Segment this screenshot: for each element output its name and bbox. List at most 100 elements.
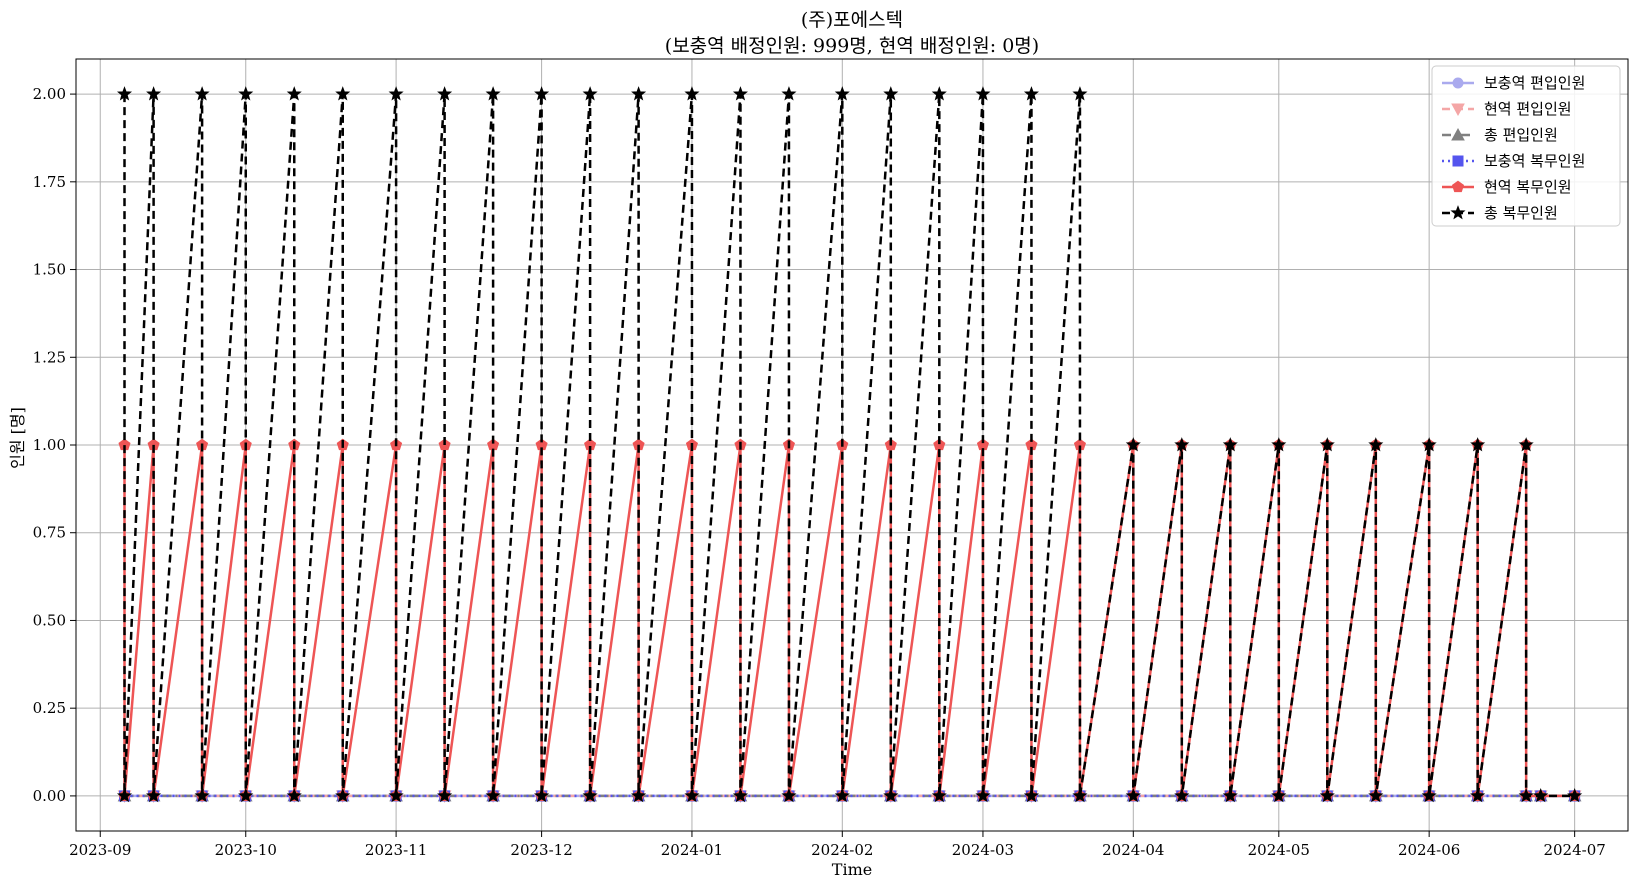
legend-swatch-marker	[1451, 180, 1465, 193]
data-point	[146, 787, 162, 803]
data-point	[1174, 787, 1190, 803]
x-tick-label: 2023-12	[510, 841, 572, 859]
data-point	[975, 787, 991, 803]
y-tick-label: 1.00	[33, 436, 66, 454]
grid	[76, 59, 1628, 831]
y-tick-label: 0.75	[33, 524, 66, 542]
data-point	[781, 86, 797, 101]
data-point	[1421, 437, 1437, 452]
data-point	[1368, 437, 1384, 452]
data-point	[194, 787, 210, 803]
x-tick-label: 2023-09	[69, 841, 131, 859]
y-tick-label: 0.00	[33, 787, 66, 805]
data-point	[146, 86, 162, 101]
chart-title: (주)포에스텍	[801, 9, 903, 31]
y-tick-label: 1.75	[33, 173, 66, 191]
x-tick-label: 2024-07	[1543, 841, 1605, 859]
x-tick-label: 2024-02	[811, 841, 873, 859]
data-point	[582, 787, 598, 803]
data-point	[116, 86, 133, 101]
x-axis: 2023-09 2023-10 2023-11 2023-12 2024-01 2024-…	[69, 831, 1606, 859]
data-point	[194, 86, 210, 101]
data-point	[834, 787, 850, 803]
data-point	[931, 86, 947, 101]
data-point	[1533, 787, 1549, 803]
legend-item: 보충역 편입인원	[1442, 74, 1585, 92]
data-point	[732, 787, 748, 803]
y-tick-label: 0.25	[33, 699, 66, 717]
legend-item: 총 복무인원	[1442, 204, 1558, 222]
legend-label: 보충역 편입인원	[1484, 74, 1585, 92]
data-point	[534, 86, 550, 101]
legend-swatch-marker	[1452, 77, 1464, 89]
x-tick-label: 2023-10	[215, 841, 277, 859]
legend-label: 현역 편입인원	[1484, 100, 1572, 118]
data-point	[388, 86, 404, 101]
data-point	[1072, 787, 1088, 803]
data-point	[1023, 86, 1039, 101]
data-point	[1319, 787, 1335, 803]
legend-label: 보충역 복무인원	[1484, 152, 1585, 170]
y-axis: 0.00 0.25 0.50 0.75 1.00 1.25 1.50 1.75 2.00	[33, 85, 76, 805]
data-point	[1319, 437, 1335, 452]
y-tick-label: 1.50	[33, 261, 66, 279]
data-point	[116, 787, 133, 803]
data-point	[1518, 437, 1534, 452]
data-point	[1518, 787, 1534, 803]
series-5	[118, 438, 1581, 802]
series-line	[123, 443, 1575, 798]
legend-swatch-marker	[1452, 155, 1464, 167]
data-point	[1023, 787, 1039, 803]
data-point	[1567, 787, 1583, 803]
data-point	[883, 787, 899, 803]
data-point	[1271, 437, 1287, 452]
x-tick-label: 2024-06	[1398, 841, 1460, 859]
data-point	[1470, 787, 1486, 803]
legend-item: 총 편입인원	[1442, 126, 1558, 144]
data-point	[1470, 437, 1486, 452]
data-point	[631, 787, 647, 803]
legend-swatch-marker	[1451, 127, 1465, 141]
data-point	[834, 86, 850, 101]
series-line	[123, 92, 1575, 798]
x-tick-label: 2024-01	[661, 841, 723, 859]
data-point	[534, 787, 550, 803]
data-point	[582, 86, 598, 101]
series-6	[116, 86, 1583, 803]
data-point	[1072, 86, 1088, 101]
x-tick-label: 2024-03	[952, 841, 1014, 859]
data-point	[238, 787, 254, 803]
y-tick-label: 0.50	[33, 611, 66, 629]
data-point	[286, 787, 302, 803]
legend-swatch-marker	[1450, 205, 1466, 220]
legend-swatch-marker	[1451, 103, 1465, 117]
data-point	[388, 787, 404, 803]
data-point	[1421, 787, 1437, 803]
chart-subtitle: (보충역 배정인원: 999명, 현역 배정인원: 0명)	[665, 35, 1039, 57]
x-axis-label: Time	[832, 860, 872, 879]
data-point	[631, 86, 647, 101]
data-point	[1222, 437, 1238, 452]
y-tick-label: 1.25	[33, 348, 66, 366]
x-tick-label: 2024-04	[1102, 841, 1164, 859]
data-point	[1271, 787, 1287, 803]
data-point	[485, 787, 501, 803]
data-point	[684, 86, 700, 101]
data-point	[883, 86, 899, 101]
data-point	[1125, 787, 1141, 803]
legend-label: 현역 복무인원	[1484, 178, 1572, 196]
legend-item: 현역 편입인원	[1442, 100, 1572, 118]
legend-item: 현역 복무인원	[1442, 178, 1572, 196]
data-point	[485, 86, 501, 101]
y-axis-label: 인원 [명]	[8, 407, 27, 469]
data-point	[1368, 787, 1384, 803]
data-point	[286, 86, 302, 101]
legend-box	[1431, 65, 1621, 227]
data-point	[238, 86, 254, 101]
x-tick-label: 2023-11	[365, 841, 427, 859]
data-point	[335, 86, 351, 101]
legend-label: 총 편입인원	[1484, 126, 1558, 144]
